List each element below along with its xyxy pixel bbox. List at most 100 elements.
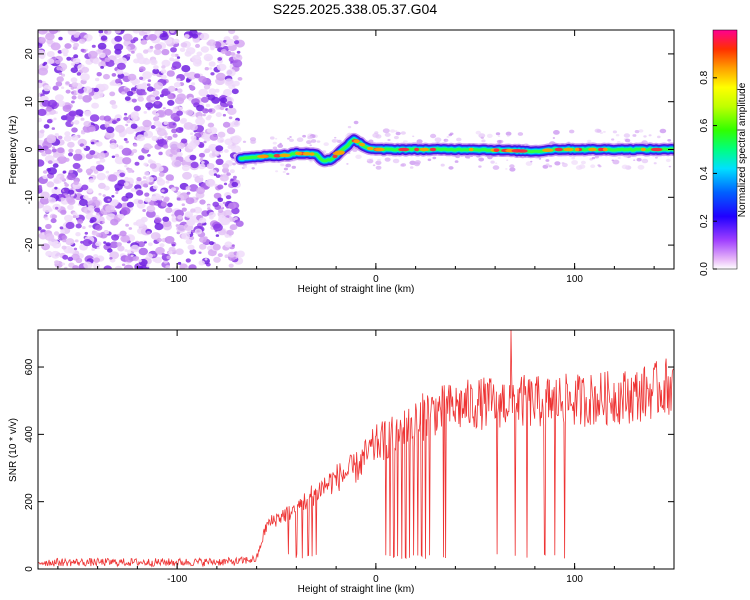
noise-speckle — [105, 205, 115, 213]
noise-speckle — [68, 148, 74, 153]
noise-speckle — [91, 44, 96, 48]
noise-speckle — [235, 220, 244, 227]
noise-speckle — [208, 88, 217, 95]
noise-speckle — [75, 223, 82, 229]
noise-speckle — [412, 135, 415, 138]
noise-speckle — [56, 66, 62, 71]
noise-speckle — [180, 138, 188, 144]
noise-speckle — [184, 211, 194, 218]
track-hotspot — [273, 153, 281, 158]
noise-speckle — [54, 186, 58, 190]
noise-speckle — [71, 134, 79, 141]
noise-speckle — [188, 264, 197, 269]
noise-speckle — [100, 35, 108, 41]
noise-speckle — [229, 217, 236, 222]
noise-speckle — [205, 103, 211, 108]
noise-speckle — [111, 234, 120, 241]
spectrogram-ytick-label: 0 — [24, 146, 35, 152]
noise-speckle — [232, 59, 243, 68]
noise-speckle — [395, 131, 401, 136]
noise-speckle — [124, 96, 131, 101]
noise-speckle — [215, 174, 221, 178]
noise-speckle — [80, 117, 85, 121]
noise-speckle — [190, 132, 194, 135]
noise-speckle — [124, 255, 134, 263]
noise-speckle — [68, 110, 77, 117]
noise-speckle — [167, 136, 173, 141]
noise-speckle — [215, 72, 226, 81]
noise-speckle — [214, 183, 218, 187]
noise-speckle — [665, 158, 671, 163]
track-hotspot — [309, 152, 315, 156]
noise-speckle — [668, 165, 672, 168]
track-hotspot — [542, 148, 554, 152]
noise-speckle — [124, 165, 128, 168]
noise-speckle — [185, 109, 194, 116]
noise-speckle — [208, 61, 216, 67]
noise-speckle — [76, 72, 82, 76]
noise-speckle — [106, 126, 115, 134]
noise-speckle — [137, 199, 144, 204]
noise-speckle — [126, 201, 134, 208]
noise-speckle — [390, 129, 396, 133]
noise-speckle — [77, 88, 84, 94]
noise-speckle — [184, 72, 190, 77]
noise-speckle — [85, 168, 93, 175]
noise-speckle — [309, 160, 313, 163]
noise-speckle — [103, 265, 112, 269]
noise-speckle — [217, 184, 224, 190]
noise-speckle — [71, 62, 75, 66]
noise-speckle — [454, 160, 459, 163]
noise-speckle — [70, 91, 75, 94]
noise-speckle — [353, 120, 359, 125]
noise-speckle — [213, 173, 217, 176]
snr-ylabel: SNR (10 * v/v) — [8, 418, 19, 482]
noise-speckle — [165, 207, 173, 214]
noise-speckle — [637, 164, 645, 170]
noise-speckle — [200, 46, 210, 53]
noise-speckle — [176, 56, 181, 59]
noise-speckle — [64, 43, 72, 49]
noise-speckle — [206, 128, 213, 133]
track-hotspot — [429, 147, 437, 152]
noise-speckle — [196, 187, 205, 195]
noise-speckle — [65, 81, 70, 85]
track-hotspot — [493, 148, 500, 152]
noise-speckle — [188, 184, 199, 192]
noise-speckle — [77, 168, 83, 173]
noise-speckle — [72, 57, 81, 65]
noise-speckle — [91, 230, 98, 236]
noise-speckle — [114, 265, 123, 269]
noise-speckle — [505, 131, 512, 136]
noise-speckle — [215, 234, 220, 237]
noise-speckle — [74, 239, 79, 243]
noise-speckle — [517, 132, 524, 136]
noise-speckle — [66, 56, 72, 61]
noise-speckle — [599, 131, 604, 134]
noise-speckle — [224, 149, 229, 153]
noise-speckle — [38, 82, 43, 89]
noise-speckle — [222, 167, 229, 174]
snr-panel: -100 0 100 0 200 400 600 Height of straight li… — [8, 329, 675, 595]
noise-speckle — [643, 135, 647, 138]
noise-speckle — [213, 223, 223, 232]
noise-speckle — [375, 134, 382, 139]
noise-speckle — [68, 189, 75, 195]
noise-speckle — [285, 163, 292, 168]
noise-speckle — [143, 241, 147, 244]
noise-speckle — [615, 134, 620, 137]
noise-speckle — [230, 52, 236, 56]
noise-speckle — [111, 73, 117, 77]
noise-speckle — [60, 67, 66, 72]
noise-speckle — [179, 118, 187, 124]
noise-speckle — [102, 221, 105, 224]
noise-speckle — [400, 163, 407, 167]
noise-speckle — [152, 254, 156, 257]
noise-speckle — [47, 99, 58, 108]
noise-speckle — [222, 121, 231, 128]
noise-speckle — [152, 68, 160, 75]
noise-speckle — [54, 94, 64, 102]
snr-xtick-label: 100 — [566, 574, 583, 585]
